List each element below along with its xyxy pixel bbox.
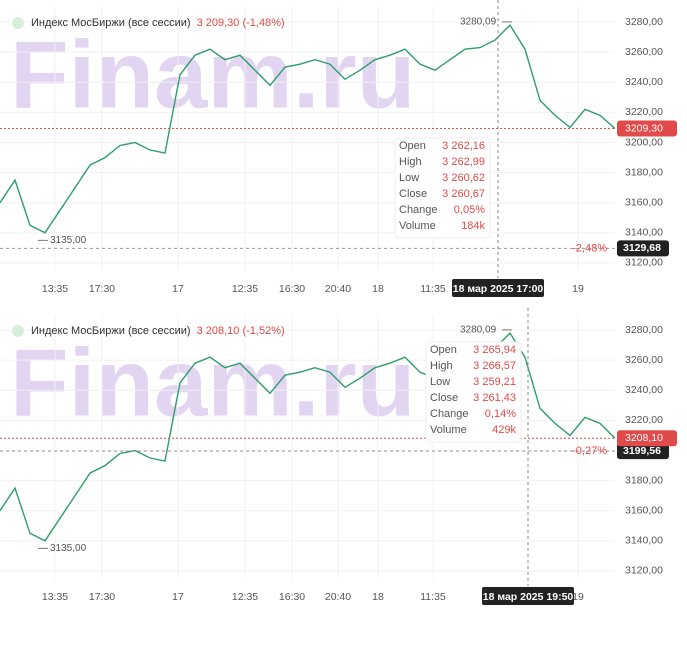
reference-label: 3199,56 [623, 445, 661, 457]
crosshair-label: 18 мар 2025 17:00 [453, 283, 544, 295]
tooltip-value: 3 265,94 [473, 344, 516, 356]
high-marker: 3280,09 [460, 325, 497, 336]
tooltip-label: High [430, 360, 453, 372]
x-tick-label: 11:35 [420, 591, 446, 603]
tooltip-value: 3 259,21 [473, 376, 516, 388]
y-tick-label: 3180,00 [625, 474, 663, 486]
tooltip [394, 137, 491, 239]
tooltip-value: 3 262,99 [442, 156, 485, 168]
last-price-box [617, 120, 677, 137]
chart-panel: Finam.ru 3120,00 3140,00 3160,00 3180,00 3200… [0, 0, 677, 297]
watermark: Finam.ru [10, 21, 415, 128]
chart-title: Индекс МосБиржи (все сессии) [31, 325, 191, 337]
tooltip-label: High [399, 156, 422, 168]
quote: 3 208,10 (-1,52%) [197, 325, 285, 337]
tooltip-value: 3 260,67 [442, 188, 485, 200]
high-marker: 3280,09 [460, 17, 497, 28]
y-tick-label: 3120,00 [625, 257, 663, 269]
tooltip-label: Change [430, 408, 469, 420]
reference-change: -0,27% [572, 445, 607, 457]
x-tick-label: 19 [572, 283, 584, 295]
tooltip-label: Low [430, 376, 450, 388]
y-tick-label: 3260,00 [625, 46, 663, 58]
last-price-label: 3209,30 [625, 122, 663, 134]
x-tick-label: 17 [172, 591, 184, 603]
y-tick-label: 3200,00 [625, 136, 663, 148]
tooltip-label: Volume [399, 220, 436, 232]
crosshair-box [452, 279, 544, 297]
x-tick-label: 11:35 [420, 283, 446, 295]
x-tick-label: 18 [372, 283, 384, 295]
x-tick-label: 17:30 [89, 283, 115, 295]
y-tick-label: 3160,00 [625, 505, 663, 517]
tooltip-value: 3 262,16 [442, 140, 485, 152]
x-tick-label: 12:35 [232, 283, 258, 295]
reference-box [617, 443, 669, 460]
price-line [0, 331, 616, 542]
tooltip-label: Low [399, 172, 419, 184]
tooltip-label: Close [430, 392, 458, 404]
last-price-label: 3208,10 [625, 432, 663, 444]
reference-box [617, 240, 669, 257]
watermark: Finam.ru [10, 329, 415, 436]
tooltip-value: 0,05% [454, 204, 485, 216]
tooltip-label: Change [399, 204, 438, 216]
ticker-icon [12, 325, 24, 337]
chart-title: Индекс МосБиржи (все сессии) [31, 17, 191, 29]
y-tick-label: 3280,00 [625, 16, 663, 28]
x-tick-label: 16:30 [279, 591, 305, 603]
tooltip-value: 3 266,57 [473, 360, 516, 372]
y-tick-label: 3160,00 [625, 197, 663, 209]
x-tick-label: 19 [572, 591, 584, 603]
low-marker: 3135,00 [50, 235, 87, 246]
tooltip-value: 3 260,62 [442, 172, 485, 184]
tooltip-value: 0,14% [485, 408, 516, 420]
tooltip-label: Close [399, 188, 427, 200]
crosshair-box [482, 587, 574, 605]
quote: 3 209,30 (-1,48%) [197, 17, 285, 29]
reference-label: 3129,68 [623, 242, 661, 254]
y-tick-label: 3220,00 [625, 106, 663, 118]
y-tick-label: 3240,00 [625, 384, 663, 396]
x-tick-label: 13:35 [42, 591, 68, 603]
tooltip-value: 184k [461, 220, 485, 232]
last-price-box [617, 430, 677, 447]
x-tick-label: 18 [372, 591, 384, 603]
y-tick-label: 3280,00 [625, 324, 663, 336]
y-tick-label: 3140,00 [625, 227, 663, 239]
y-tick-label: 3260,00 [625, 354, 663, 366]
y-tick-label: 3240,00 [625, 76, 663, 88]
chart-panel: Finam.ru3120,003140,003160,003180,003200… [0, 308, 677, 605]
y-tick-label: 3180,00 [625, 166, 663, 178]
tooltip [425, 341, 522, 443]
x-tick-label: 12:35 [232, 591, 258, 603]
x-tick-label: 20:40 [325, 283, 351, 295]
x-tick-label: 13:35 [42, 283, 68, 295]
tooltip-label: Open [430, 344, 457, 356]
x-tick-label: 17:30 [89, 591, 115, 603]
crosshair-label: 18 мар 2025 19:50 [483, 591, 574, 603]
price-line [0, 23, 616, 234]
y-tick-label: 3220,00 [625, 414, 663, 426]
tooltip-value: 429k [492, 424, 516, 436]
reference-change: -2,48% [572, 242, 607, 254]
ticker-icon [12, 17, 24, 29]
tooltip-label: Open [399, 140, 426, 152]
x-tick-label: 17 [172, 283, 184, 295]
low-marker: 3135,00 [50, 543, 87, 554]
y-tick-label: 3120,00 [625, 565, 663, 577]
x-tick-label: 20:40 [325, 591, 351, 603]
tooltip-label: Volume [430, 424, 467, 436]
x-tick-label: 16:30 [279, 283, 305, 295]
y-tick-label: 3140,00 [625, 535, 663, 547]
tooltip-value: 3 261,43 [473, 392, 516, 404]
